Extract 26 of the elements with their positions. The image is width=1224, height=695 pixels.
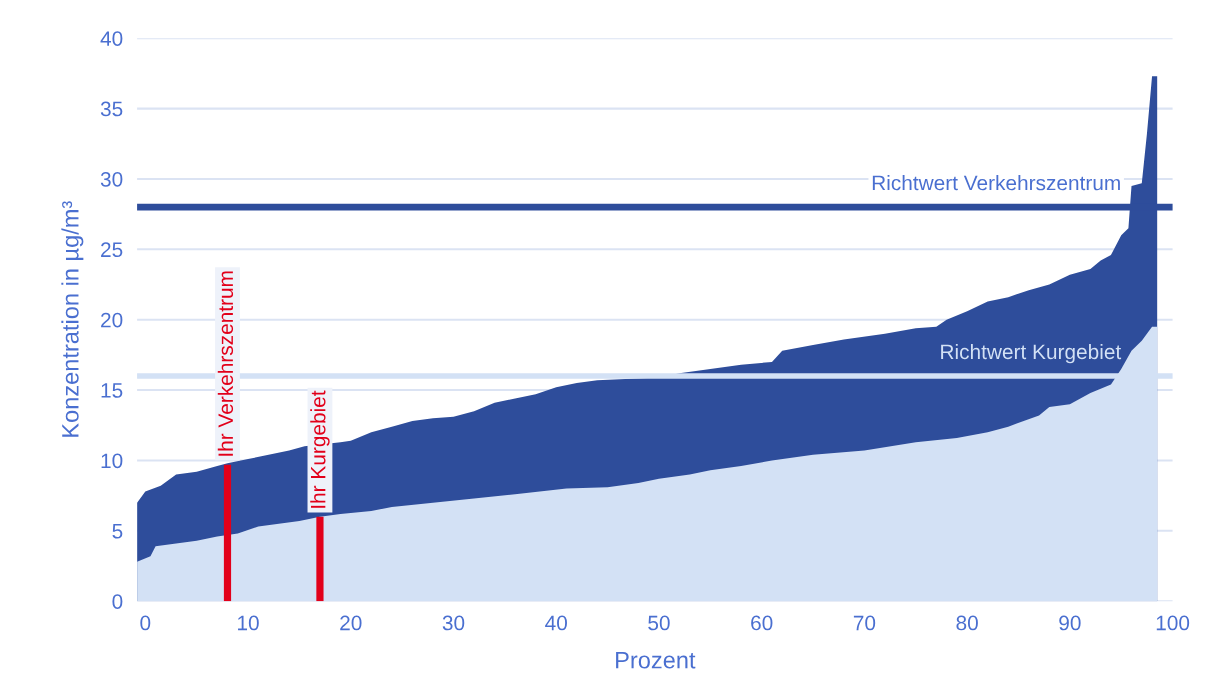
ref-line-label: Richtwert Kurgebiet xyxy=(941,343,1122,364)
x-tick-label: 0 xyxy=(140,615,151,631)
x-tick-label: 80 xyxy=(956,615,978,631)
y-tick-label: 35 xyxy=(100,101,123,117)
x-tick-label: 70 xyxy=(853,615,876,631)
y-tick-label: 15 xyxy=(101,383,123,398)
y-tick-label: 25 xyxy=(101,242,123,258)
x-tick-label: 10 xyxy=(238,615,259,631)
x-tick-label: 50 xyxy=(648,615,670,631)
x-tick-label: 100 xyxy=(1156,615,1190,631)
annotation: Ihr Verkehrszentrum xyxy=(217,271,234,456)
x-tick-label: 60 xyxy=(751,615,773,631)
x-tick-label: 90 xyxy=(1059,615,1081,631)
x-tick-label: 40 xyxy=(545,615,567,631)
y-tick-label: 10 xyxy=(101,453,123,469)
y-axis-title: Konzentration in µg/m³ xyxy=(61,201,84,437)
x-tick-label: 30 xyxy=(442,615,465,631)
y-tick-label: 20 xyxy=(101,312,123,328)
ref-line-label: Richtwert Verkehrszentrum xyxy=(872,175,1120,191)
y-tick-label: 0 xyxy=(112,594,123,609)
x-tick-label: 20 xyxy=(340,615,362,631)
y-tick-label: 30 xyxy=(100,171,123,187)
x-axis-title: Prozent xyxy=(616,652,696,669)
y-tick-label: 5 xyxy=(112,524,123,539)
annotation: Ihr Kurgebiet xyxy=(310,390,330,508)
y-tick-label: 40 xyxy=(100,31,123,46)
